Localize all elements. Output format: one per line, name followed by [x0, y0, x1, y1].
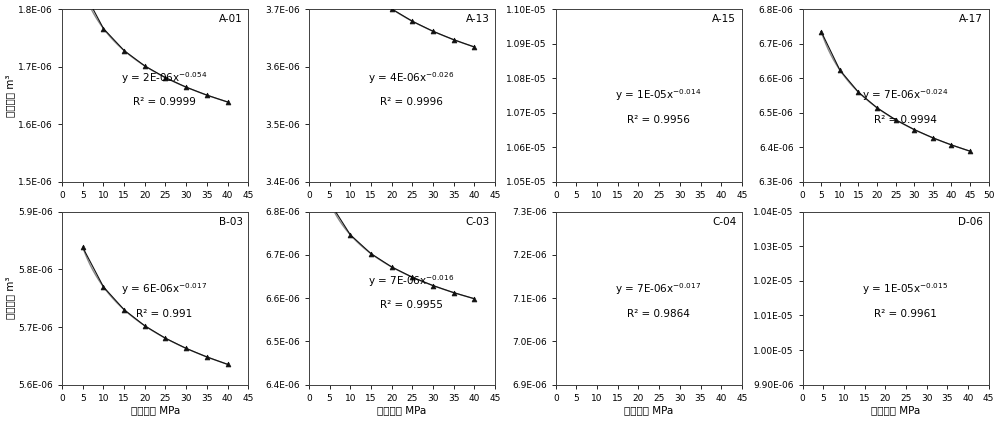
Text: B-03: B-03	[219, 217, 243, 227]
Text: y = 7E-06x$^{-0.016}$: y = 7E-06x$^{-0.016}$	[368, 273, 454, 289]
Text: R² = 0.9999: R² = 0.9999	[133, 97, 196, 107]
Text: R² = 0.991: R² = 0.991	[136, 309, 193, 319]
Y-axis label: 孔隙体积 m³: 孔隙体积 m³	[6, 74, 16, 117]
X-axis label: 有效应力 MPa: 有效应力 MPa	[624, 405, 673, 416]
Text: D-06: D-06	[958, 217, 983, 227]
X-axis label: 有效应力 MPa: 有效应力 MPa	[871, 405, 920, 416]
Text: R² = 0.9996: R² = 0.9996	[380, 97, 443, 107]
Text: y = 1E-05x$^{-0.014}$: y = 1E-05x$^{-0.014}$	[615, 88, 701, 104]
Text: y = 7E-06x$^{-0.024}$: y = 7E-06x$^{-0.024}$	[862, 88, 948, 104]
Text: R² = 0.9961: R² = 0.9961	[874, 309, 936, 319]
Text: y = 6E-06x$^{-0.017}$: y = 6E-06x$^{-0.017}$	[121, 282, 207, 298]
Text: C-03: C-03	[465, 217, 489, 227]
Text: C-04: C-04	[712, 217, 736, 227]
Text: A-01: A-01	[219, 14, 243, 24]
Text: R² = 0.9864: R² = 0.9864	[627, 309, 690, 319]
Text: R² = 0.9956: R² = 0.9956	[627, 115, 690, 125]
Text: y = 7E-06x$^{-0.017}$: y = 7E-06x$^{-0.017}$	[615, 282, 701, 298]
Text: R² = 0.9994: R² = 0.9994	[874, 115, 936, 125]
X-axis label: 有效应力 MPa: 有效应力 MPa	[131, 405, 180, 416]
Text: y = 1E-05x$^{-0.015}$: y = 1E-05x$^{-0.015}$	[862, 282, 948, 298]
Text: A-13: A-13	[466, 14, 489, 24]
Text: R² = 0.9955: R² = 0.9955	[380, 300, 443, 310]
Y-axis label: 孔隙体积 m³: 孔隙体积 m³	[6, 277, 16, 320]
Text: A-17: A-17	[959, 14, 983, 24]
Text: y = 4E-06x$^{-0.026}$: y = 4E-06x$^{-0.026}$	[368, 70, 454, 86]
X-axis label: 有效应力 MPa: 有效应力 MPa	[377, 405, 427, 416]
Text: y = 2E-06x$^{-0.054}$: y = 2E-06x$^{-0.054}$	[121, 70, 208, 86]
Text: A-15: A-15	[712, 14, 736, 24]
